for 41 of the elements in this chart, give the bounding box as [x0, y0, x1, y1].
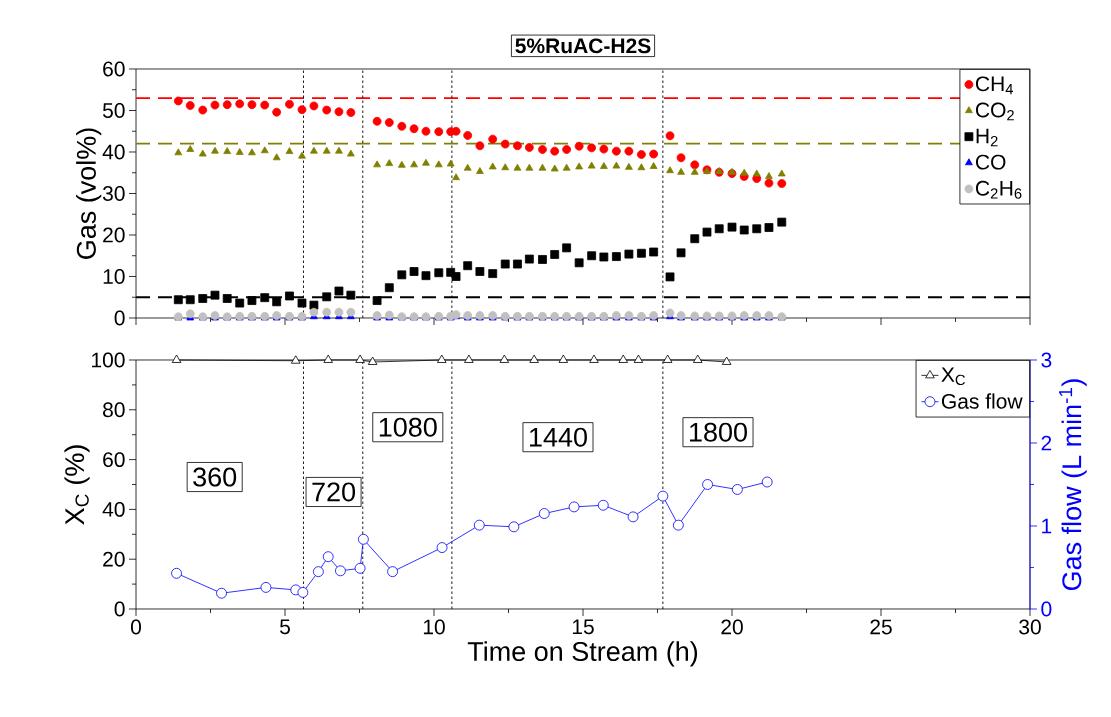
y-tick-label: 10 [103, 269, 125, 284]
y2-axis-title: Gas flow (L min$^{-1}$) [1059, 379, 1087, 591]
legend-label: H$_{2}$ [976, 128, 998, 147]
y-tick-label: 100 [92, 352, 125, 368]
y-tick-label: 50 [102, 103, 125, 118]
annotation: 720 [312, 482, 356, 502]
y-tick-label: 20 [103, 227, 125, 243]
y-tick-label: 30 [102, 186, 125, 201]
y-tick-label: 40 [102, 501, 125, 517]
y-tick-label: 60 [103, 452, 125, 468]
y-tick-label: 40 [102, 144, 125, 160]
y-tick-label: 60 [103, 61, 125, 77]
y-axis-title: Gas (vol%) [76, 128, 102, 259]
chart-title: 5%RuAC-H2S [515, 38, 651, 54]
y-tick-label: 20 [103, 551, 125, 567]
x-tick-label: 20 [721, 619, 743, 635]
legend-label: Gas flow [941, 393, 1023, 409]
legend-label: C$_{2}$H$_{6}$ [975, 180, 1022, 199]
y2-tick-label: 3 [1041, 352, 1052, 368]
legend-label: X$_{C}$ [941, 367, 965, 386]
legend-label: CO$_{2}$ [975, 102, 1014, 121]
x-tick-label: 15 [572, 619, 594, 635]
y-tick-label: 80 [103, 402, 125, 418]
y-tick-label: 0 [114, 310, 125, 326]
annotation: 1800 [690, 422, 747, 442]
y-tick-label: 0 [114, 601, 125, 617]
legend-label: CH$_{4}$ [975, 76, 1013, 95]
legend-label: CO [975, 154, 1006, 170]
x-tick-label: 0 [130, 619, 142, 635]
y-axis-title: X$_{C}$ (%) [64, 445, 90, 525]
y2-tick-label: 0 [1041, 601, 1052, 617]
x-tick-label: 5 [280, 619, 290, 635]
x-tick-label: 10 [423, 619, 445, 635]
x-tick-label: 30 [1019, 619, 1041, 635]
annotation: 360 [193, 467, 237, 487]
x-tick-label: 25 [870, 619, 892, 635]
annotation: 1080 [379, 417, 437, 437]
annotation: 1440 [530, 427, 587, 447]
y2-tick-label: 1 [1042, 518, 1052, 534]
x-axis-title: Time on Stream (h) [467, 641, 698, 667]
y2-tick-label: 2 [1041, 435, 1052, 451]
